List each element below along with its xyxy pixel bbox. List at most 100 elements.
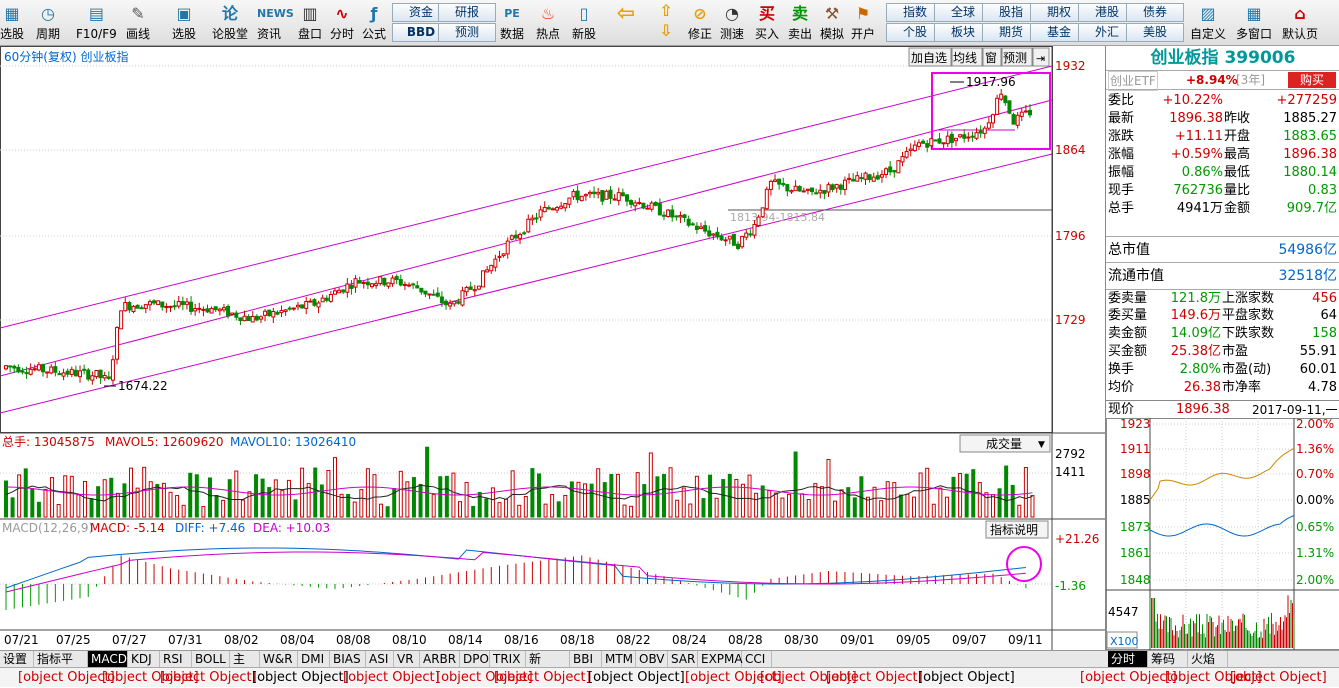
order-book-button[interactable]: ▥盘口: [298, 2, 322, 44]
indicator-tab[interactable]: DPO: [460, 651, 490, 667]
grid-icon: ▦: [0, 2, 24, 26]
period-button[interactable]: ◷周期: [36, 2, 60, 44]
indicator-tab[interactable]: EXPMA: [698, 651, 742, 667]
intraday-mini-chart[interactable]: 19231911189818851873186118482.00%1.36%0.…: [1106, 418, 1339, 650]
low-price-label: 1674.22: [118, 379, 168, 393]
draw-line-button[interactable]: ✎画线: [126, 2, 150, 44]
ipo-button[interactable]: ▯新股: [572, 2, 596, 44]
candle-body: [111, 360, 114, 380]
revise-button[interactable]: ⊘修正: [688, 2, 712, 44]
candle-body: [823, 191, 826, 194]
indicator-tab[interactable]: DMI: [298, 651, 330, 667]
indicator-tab[interactable]: 设置: [0, 651, 34, 667]
indicator-tab[interactable]: ASI: [366, 651, 394, 667]
forecast-chart-button[interactable]: 预测: [1003, 51, 1027, 65]
forecast-button[interactable]: 预测: [438, 23, 496, 42]
candle-body: [913, 145, 916, 150]
speed-test-button[interactable]: ◔测速: [720, 2, 744, 44]
indicator-tab[interactable]: MACD: [88, 651, 128, 667]
candle-body: [531, 218, 534, 220]
sell-button[interactable]: 卖卖出: [788, 2, 812, 44]
us-stocks-button[interactable]: 美股: [1126, 23, 1184, 42]
volume-bar: [768, 491, 771, 517]
candle-body: [391, 278, 394, 284]
stat-value: 25.38亿: [1171, 343, 1221, 361]
mini-chart-tab[interactable]: 筹码: [1148, 651, 1188, 667]
add-watchlist-button[interactable]: 加自选: [911, 51, 947, 65]
price-axis-label: 1729: [1055, 313, 1086, 327]
indicator-tab[interactable]: BOLL: [192, 651, 230, 667]
indicator-tab[interactable]: KDJ: [128, 651, 160, 667]
fire-icon: ♨: [536, 2, 560, 26]
candle-body: [991, 115, 994, 123]
quote-title: 创业板指 399006: [1106, 46, 1339, 70]
indicator-tab[interactable]: TRIX: [490, 651, 526, 667]
document-icon: ▤: [84, 2, 108, 26]
indicator-tab[interactable]: 主力: [230, 651, 260, 667]
window-button[interactable]: 窗: [985, 51, 997, 65]
candle-body: [54, 367, 57, 373]
research-button[interactable]: 研报: [438, 3, 496, 22]
indicator-tab[interactable]: ARBR: [420, 651, 460, 667]
stat-value: 2.80%: [1180, 361, 1221, 379]
stock-picker-button[interactable]: ▦选股: [0, 2, 24, 44]
buy-etf-button[interactable]: 购买: [1288, 72, 1336, 88]
indicator-tab[interactable]: VR: [394, 651, 420, 667]
macd-axis-label: -1.36: [1055, 579, 1086, 593]
forum-button[interactable]: 论论股堂: [212, 2, 248, 44]
candle-body: [963, 135, 966, 138]
back-arrow-button[interactable]: ⇦: [614, 2, 638, 44]
indicator-tab[interactable]: 新DMA: [526, 651, 570, 667]
mini-chart-tab[interactable]: 分时: [1108, 651, 1148, 667]
candle-body: [490, 265, 493, 270]
candle-body: [42, 365, 45, 372]
candle-body: [675, 216, 678, 217]
volume-bar: [294, 500, 297, 517]
intraday-button[interactable]: ∿分时: [330, 2, 354, 44]
down-arrow-button[interactable]: ⇩: [654, 22, 678, 42]
indicator-tab[interactable]: W&R: [260, 651, 298, 667]
candle-body: [909, 149, 912, 150]
indicator-tab[interactable]: BBI: [570, 651, 602, 667]
indicator-tab[interactable]: CCI: [742, 651, 772, 667]
candle-body: [432, 294, 435, 295]
screener-button[interactable]: ▣选股: [172, 2, 196, 44]
simulate-button[interactable]: ⚒模拟: [820, 2, 844, 44]
kline-chart[interactable]: 60分钟(复权) 创业板指 加自选 均线 窗 预测 ⇥ 193218641796…: [0, 46, 1105, 650]
multi-window-button[interactable]: ▦多窗口: [1236, 2, 1272, 44]
indicator-tab[interactable]: BIAS: [330, 651, 366, 667]
buy-button[interactable]: 买买入: [755, 2, 779, 44]
open-account-button[interactable]: ⚑开户: [851, 2, 875, 44]
candle-body: [136, 305, 139, 308]
indicator-tab[interactable]: MTM: [602, 651, 636, 667]
indicator-tab[interactable]: SAR: [668, 651, 698, 667]
volume-bar: [814, 484, 817, 517]
etf-label[interactable]: 创业ETF: [1108, 71, 1158, 91]
indicator-tabs: 设置指标平台MACDKDJRSIBOLL主力W&RDMIBIASASIVRARB…: [0, 650, 1339, 667]
stat-value2: 60.01: [1300, 361, 1337, 379]
candle-body: [342, 290, 345, 292]
vol-mavol10: MAVOL10: 13026410: [230, 435, 356, 449]
up-arrow-button[interactable]: ⇧: [654, 2, 678, 22]
hot-button[interactable]: ♨热点: [536, 2, 560, 44]
indicator-tab[interactable]: OBV: [636, 651, 668, 667]
quote-row-label: 最新: [1108, 110, 1134, 128]
date-axis-label: 08/18: [560, 633, 595, 647]
buy-icon: 买: [755, 2, 779, 26]
indicator-help-button[interactable]: 指标说明: [990, 522, 1038, 537]
bonds-button[interactable]: 债券: [1126, 3, 1184, 22]
ma-button[interactable]: 均线: [953, 51, 977, 65]
candle-body: [305, 302, 308, 309]
indicator-tab[interactable]: RSI: [160, 651, 192, 667]
mini-chart-tab[interactable]: 火焰: [1188, 651, 1228, 667]
indicator-tab[interactable]: 指标平台: [34, 651, 88, 667]
volume-bar: [373, 475, 376, 517]
bars-icon: ▥: [298, 2, 322, 26]
f10-button[interactable]: ▤F10/F9: [76, 2, 117, 44]
default-page-button[interactable]: ⌂默认页: [1282, 2, 1318, 44]
customize-button[interactable]: ▨自定义: [1190, 2, 1226, 44]
